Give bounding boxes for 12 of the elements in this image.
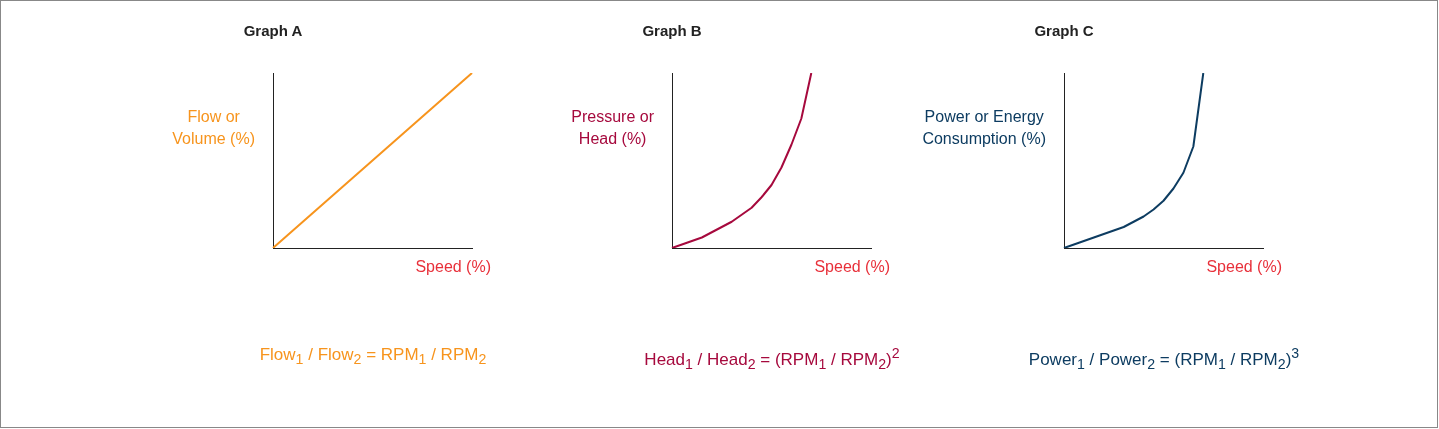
chart-title: Graph A: [242, 22, 304, 39]
chart-title: Graph B: [641, 22, 703, 39]
chart-title: Graph C: [1033, 22, 1095, 39]
y-axis-title: Power or Energy Consumption (%): [922, 107, 1046, 149]
x-axis-title: Speed (%): [415, 258, 491, 276]
y-axis-title: Flow or Volume (%): [172, 107, 255, 149]
x-axis-title: Speed (%): [1206, 258, 1282, 276]
y-axis-title: Pressure or Head (%): [571, 107, 654, 149]
x-axis-title: Speed (%): [814, 258, 890, 276]
text: Head$_{1}$ / Head$_{2}$ = (RPM$_{1}$ / RPM$_{2}$)$^{2}$: [644, 345, 900, 373]
text: Power$_{1}$ / Power$_{2}$ = (RPM$_{1}$ / RPM$_{2}$)$^{3}$: [1028, 345, 1300, 373]
text: Flow$_{1}$ / Flow$_{2}$ = RPM$_{1}$ / RPM$_{2}$: [258, 345, 488, 368]
